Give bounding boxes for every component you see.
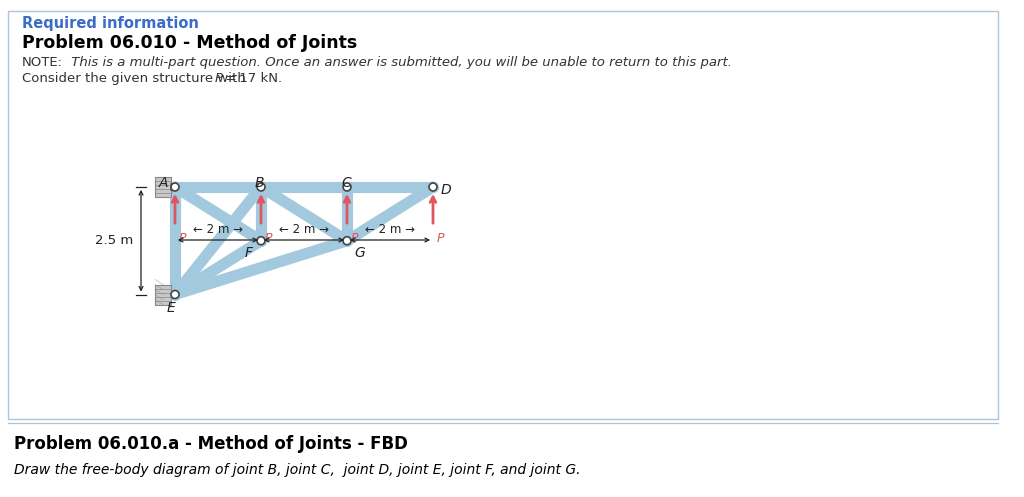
Circle shape xyxy=(343,183,351,191)
Text: C: C xyxy=(341,176,351,190)
Text: P: P xyxy=(215,72,223,85)
Text: E: E xyxy=(167,302,176,316)
Text: This is a multi-part question. Once an answer is submitted, you will be unable t: This is a multi-part question. Once an a… xyxy=(67,56,732,69)
Circle shape xyxy=(343,237,351,245)
Bar xyxy=(155,177,171,197)
Polygon shape xyxy=(171,183,175,191)
Text: A: A xyxy=(159,176,169,190)
Text: ← 2 m →: ← 2 m → xyxy=(279,223,329,236)
Text: NOTE:: NOTE: xyxy=(22,56,63,69)
Text: G: G xyxy=(354,246,365,260)
Text: = 17 kN.: = 17 kN. xyxy=(223,72,283,85)
Text: F: F xyxy=(245,246,253,260)
Circle shape xyxy=(171,183,179,191)
Text: ← 2 m →: ← 2 m → xyxy=(193,223,243,236)
Text: Required information: Required information xyxy=(22,16,199,31)
Circle shape xyxy=(257,237,265,245)
Text: P: P xyxy=(437,232,444,245)
Circle shape xyxy=(257,183,265,191)
Text: ← 2 m →: ← 2 m → xyxy=(365,223,415,236)
Text: B: B xyxy=(255,176,264,190)
Text: P: P xyxy=(265,232,272,245)
Text: P: P xyxy=(179,232,186,245)
Circle shape xyxy=(429,183,437,191)
Text: Consider the given structure with: Consider the given structure with xyxy=(22,72,250,85)
Bar xyxy=(155,284,171,305)
Text: D: D xyxy=(441,183,452,197)
Text: Draw the free-body diagram of joint B, joint C,  joint D, joint E, joint F, and : Draw the free-body diagram of joint B, j… xyxy=(14,463,581,477)
Text: Problem 06.010 - Method of Joints: Problem 06.010 - Method of Joints xyxy=(22,34,357,52)
Circle shape xyxy=(171,291,179,299)
Text: P: P xyxy=(351,232,358,245)
Text: Problem 06.010.a - Method of Joints - FBD: Problem 06.010.a - Method of Joints - FB… xyxy=(14,435,408,453)
Bar xyxy=(8,11,998,419)
Text: 2.5 m: 2.5 m xyxy=(95,234,133,247)
